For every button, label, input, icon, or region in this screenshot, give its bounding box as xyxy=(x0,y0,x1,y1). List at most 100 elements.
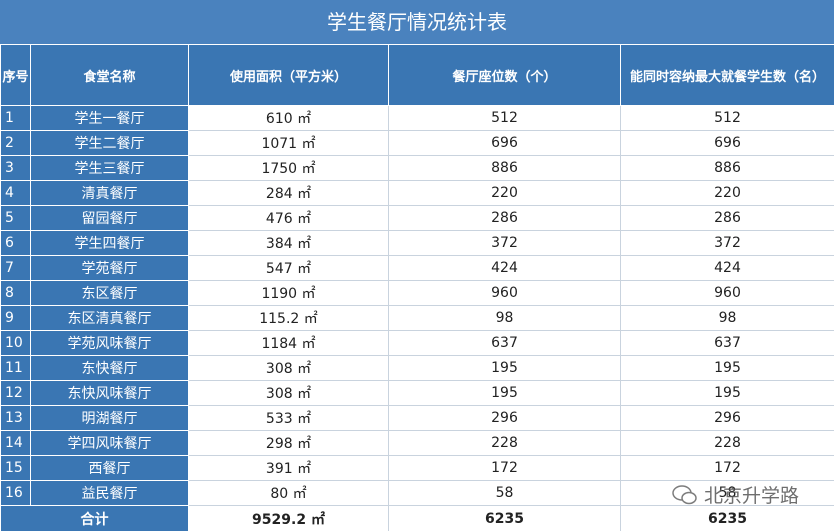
table-cell: 424 xyxy=(388,255,621,281)
watermark: 北京升学路 xyxy=(672,481,799,508)
header-cell: 能同时容纳最大就餐学生数（名） xyxy=(620,44,834,106)
table-cell: 学生二餐厅 xyxy=(30,130,189,156)
table-cell: 留园餐厅 xyxy=(30,205,189,231)
table-cell: 12 xyxy=(0,380,31,406)
table-cell: 1071 ㎡ xyxy=(188,130,389,156)
table-cell: 533 ㎡ xyxy=(188,405,389,431)
table-cell: 益民餐厅 xyxy=(30,480,189,506)
table-cell: 14 xyxy=(0,430,31,456)
table-cell: 4 xyxy=(0,180,31,206)
table-cell: 1184 ㎡ xyxy=(188,330,389,356)
table-row: 3 学生三餐厅 1750 ㎡ 886 886 xyxy=(0,155,834,181)
table-cell: 172 xyxy=(620,455,834,481)
table-row: 15 西餐厅 391 ㎡ 172 172 xyxy=(0,455,834,481)
total-cell: 6235 xyxy=(620,505,834,531)
table-cell: 7 xyxy=(0,255,31,281)
total-row: 合计 9529.2 ㎡ 6235 6235 xyxy=(0,505,834,531)
table-cell: 东区清真餐厅 xyxy=(30,305,189,331)
table-cell: 明湖餐厅 xyxy=(30,405,189,431)
table-cell: 696 xyxy=(388,130,621,156)
table-cell: 11 xyxy=(0,355,31,381)
header-cell: 餐厅座位数（个） xyxy=(388,44,621,106)
table-cell: 960 xyxy=(388,280,621,306)
table-cell: 372 xyxy=(388,230,621,256)
table-cell: 西餐厅 xyxy=(30,455,189,481)
table-cell: 学苑餐厅 xyxy=(30,255,189,281)
total-cell: 6235 xyxy=(388,505,621,531)
table-cell: 886 xyxy=(620,155,834,181)
table-row: 16 益民餐厅 80 ㎡ 58 58 xyxy=(0,480,834,506)
table-body: 1 学生一餐厅 610 ㎡ 512 512 2 学生二餐厅 1071 ㎡ 696 696 3 学生三餐… xyxy=(0,105,834,531)
table-cell: 195 xyxy=(620,380,834,406)
watermark-text: 北京升学路 xyxy=(704,485,800,507)
table-cell: 286 xyxy=(620,205,834,231)
table-cell: 东快风味餐厅 xyxy=(30,380,189,406)
table-cell: 512 xyxy=(388,105,621,131)
table-cell: 学生四餐厅 xyxy=(30,230,189,256)
table-row: 8 东区餐厅 1190 ㎡ 960 960 xyxy=(0,280,834,306)
table-cell: 6 xyxy=(0,230,31,256)
table-row: 13 明湖餐厅 533 ㎡ 296 296 xyxy=(0,405,834,431)
table-cell: 228 xyxy=(388,430,621,456)
table-cell: 10 xyxy=(0,330,31,356)
table-cell: 424 xyxy=(620,255,834,281)
table-cell: 296 xyxy=(388,405,621,431)
table-cell: 13 xyxy=(0,405,31,431)
table-row: 14 学四风味餐厅 298 ㎡ 228 228 xyxy=(0,430,834,456)
header-row: 序号 食堂名称 使用面积（平方米） 餐厅座位数（个） 能同时容纳最大就餐学生数（名） xyxy=(0,44,834,106)
wechat-icon xyxy=(672,484,697,504)
table-cell: 696 xyxy=(620,130,834,156)
table-cell: 372 xyxy=(620,230,834,256)
table-cell: 308 ㎡ xyxy=(188,355,389,381)
table-cell: 16 xyxy=(0,480,31,506)
table-row: 11 东快餐厅 308 ㎡ 195 195 xyxy=(0,355,834,381)
table-row: 10 学苑风味餐厅 1184 ㎡ 637 637 xyxy=(0,330,834,356)
table-cell: 115.2 ㎡ xyxy=(188,305,389,331)
table-cell: 512 xyxy=(620,105,834,131)
table-cell: 5 xyxy=(0,205,31,231)
table-cell: 学四风味餐厅 xyxy=(30,430,189,456)
table-cell: 15 xyxy=(0,455,31,481)
table-cell: 98 xyxy=(388,305,621,331)
total-cell: 合计 xyxy=(0,505,189,531)
table-cell: 195 xyxy=(620,355,834,381)
table-cell: 8 xyxy=(0,280,31,306)
table-cell: 284 ㎡ xyxy=(188,180,389,206)
table-cell: 296 xyxy=(620,405,834,431)
table-cell: 298 ㎡ xyxy=(188,430,389,456)
table-cell: 东快餐厅 xyxy=(30,355,189,381)
table-cell: 东区餐厅 xyxy=(30,280,189,306)
table-cell: 547 ㎡ xyxy=(188,255,389,281)
table-row: 9 东区清真餐厅 115.2 ㎡ 98 98 xyxy=(0,305,834,331)
table-cell: 637 xyxy=(388,330,621,356)
table-cell: 1190 ㎡ xyxy=(188,280,389,306)
table-cell: 58 xyxy=(388,480,621,506)
table-cell: 220 xyxy=(620,180,834,206)
table-cell: 286 xyxy=(388,205,621,231)
table-row: 5 留园餐厅 476 ㎡ 286 286 xyxy=(0,205,834,231)
table-cell: 98 xyxy=(620,305,834,331)
header-cell: 食堂名称 xyxy=(30,44,189,106)
header-cell: 序号 xyxy=(0,44,31,106)
table-cell: 476 ㎡ xyxy=(188,205,389,231)
table-cell: 960 xyxy=(620,280,834,306)
table-cell: 2 xyxy=(0,130,31,156)
table-row: 4 清真餐厅 284 ㎡ 220 220 xyxy=(0,180,834,206)
table-cell: 391 ㎡ xyxy=(188,455,389,481)
table-row: 2 学生二餐厅 1071 ㎡ 696 696 xyxy=(0,130,834,156)
table-cell: 1 xyxy=(0,105,31,131)
table-row: 6 学生四餐厅 384 ㎡ 372 372 xyxy=(0,230,834,256)
total-cell: 9529.2 ㎡ xyxy=(188,505,389,531)
table-cell: 学生三餐厅 xyxy=(30,155,189,181)
table-cell: 清真餐厅 xyxy=(30,180,189,206)
table-cell: 195 xyxy=(388,380,621,406)
table-cell: 学生一餐厅 xyxy=(30,105,189,131)
table-cell: 学苑风味餐厅 xyxy=(30,330,189,356)
table-cell: 9 xyxy=(0,305,31,331)
table-cell: 172 xyxy=(388,455,621,481)
table-title: 学生餐厅情况统计表 xyxy=(0,0,834,44)
table-cell: 610 ㎡ xyxy=(188,105,389,131)
table-row: 1 学生一餐厅 610 ㎡ 512 512 xyxy=(0,105,834,131)
table-cell: 3 xyxy=(0,155,31,181)
